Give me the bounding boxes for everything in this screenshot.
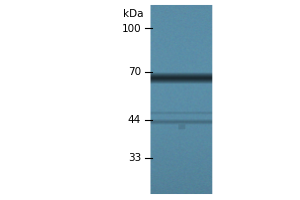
Text: 44: 44 (128, 115, 141, 125)
Text: 100: 100 (122, 23, 141, 33)
Text: 33: 33 (128, 153, 141, 163)
Text: 70: 70 (128, 67, 141, 77)
Text: kDa: kDa (122, 9, 143, 19)
